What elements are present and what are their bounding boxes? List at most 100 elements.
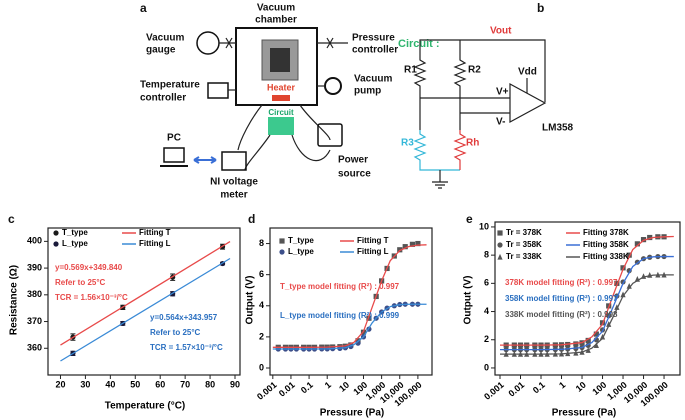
panel-label: a [140,1,147,15]
point [409,241,416,247]
panel-label: c [8,212,15,226]
power-label: Power [338,155,368,166]
fit-line [60,241,231,346]
pc-label: PC [167,133,181,144]
plot-frame [494,221,681,376]
x-tick-label: 40 [105,379,115,389]
x-axis-title: Pressure (Pa) [320,408,384,419]
temp-icon [207,82,229,99]
wire [420,78,528,114]
legend-label: Fitting L [357,247,389,256]
pump-label: pump [354,86,381,97]
annotation: 338K model fitting (R²) : 0.998 [505,310,618,319]
y-axis-title: Output (V) [245,276,256,325]
pump-icon [324,77,342,95]
opamp-label: LM358 [542,123,574,134]
x-tick-label: 10 [574,380,588,394]
legend-label: Tr = 358K [506,240,542,249]
sample-holder [261,39,299,81]
x-tick-label: 90 [230,379,240,389]
y-tick-label: 0 [259,362,264,372]
x-tick-label: 0.001 [255,380,279,402]
temp-label: Temperature [140,80,200,91]
chamber-label: chamber [255,15,297,26]
annotation: y=0.564x+343.957 [150,313,218,322]
meter-label: meter [220,190,247,201]
power-icon [317,123,343,147]
x-tick-label: 0.01 [506,380,526,399]
legend-label: Fitting 358K [583,240,629,249]
x-tick-label: 10 [337,380,351,394]
annotation: L_type model fitting (R²) : 0.999 [280,311,400,320]
legend-marker [279,249,285,255]
x-axis-title: Pressure (Pa) [552,408,616,419]
pc-icon [163,147,185,163]
point [397,247,403,253]
y-tick-label: 380 [27,289,42,299]
plot-frame [47,227,241,376]
fit-line [500,255,674,351]
annotation: TCR = 1.57×10⁻³/°C [150,343,223,352]
legend-label: L_type [62,239,88,248]
point [614,280,620,286]
resistor-rh [453,130,467,170]
y-tick-label: 370 [27,316,42,326]
circuit-title: Circuit : [398,38,440,50]
y-axis-title: Output (V) [463,276,474,325]
legend-label: L_type [288,247,314,256]
pump-label: Vacuum [354,74,392,85]
x-tick-label: 0.1 [299,380,315,396]
chamber-label: Vacuum [257,3,295,14]
panel-label: d [248,212,255,226]
gauge-label: gauge [146,45,176,56]
pressure-label: controller [352,45,398,56]
vdd-label: Vdd [518,67,537,78]
legend-marker [497,230,503,236]
ground [432,170,448,189]
annotation: y=0.569x+349.840 [55,263,123,272]
y-tick-label: 6 [484,278,489,288]
legend-label: Fitting T [357,236,389,245]
fit-line [500,274,674,355]
circuit-label: Circuit [268,108,294,117]
x-tick-label: 20 [55,379,65,389]
legend-label: Tr = 378K [506,228,542,237]
point [634,241,640,247]
temp-label: controller [140,93,186,104]
x-axis-title: Temperature (°C) [105,401,186,412]
x-tick-label: 0.001 [482,380,506,402]
legend-marker [53,241,59,247]
vplus-label: V+ [496,87,509,98]
point [593,331,599,337]
y-tick-label: 4 [484,306,489,316]
resistor-r2 [453,55,467,130]
r1-label: R1 [404,65,417,76]
y-tick-label: 0 [484,362,489,372]
resistor-r1 [413,55,427,130]
legend-label: Tr = 338K [506,252,542,261]
plot-frame [269,227,433,376]
point [415,240,421,247]
link-arrow [193,156,217,164]
fit-line [272,244,427,348]
point [614,304,620,310]
x-tick-label: 80 [205,379,215,389]
annotation: TCR = 1.56×10⁻³/°C [55,293,128,302]
wire [419,39,546,102]
power-label: source [338,169,371,180]
y-tick-label: 10 [479,221,489,231]
legend-label: Fitting L [139,239,171,248]
y-tick-label: 2 [484,334,489,344]
point [620,291,626,298]
y-tick-label: 400 [27,236,42,246]
heater-label: Heater [267,82,296,92]
opamp [509,82,547,124]
point [402,244,408,250]
legend-marker [53,230,59,236]
fit-line [272,303,427,350]
y-tick-label: 6 [259,269,264,279]
point [606,321,612,327]
legend-label: Fitting T [139,228,171,237]
gauge-icon [196,31,220,55]
